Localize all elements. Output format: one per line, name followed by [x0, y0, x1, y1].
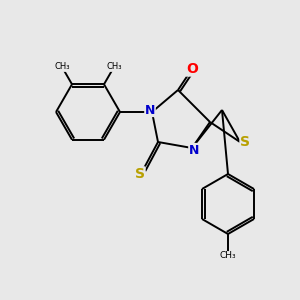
- Text: CH₃: CH₃: [54, 62, 70, 71]
- Text: N: N: [145, 103, 155, 116]
- Text: N: N: [189, 143, 199, 157]
- Text: CH₃: CH₃: [106, 62, 122, 71]
- Text: S: S: [240, 135, 250, 149]
- Text: O: O: [186, 62, 198, 76]
- Text: CH₃: CH₃: [220, 251, 236, 260]
- Text: S: S: [135, 167, 145, 181]
